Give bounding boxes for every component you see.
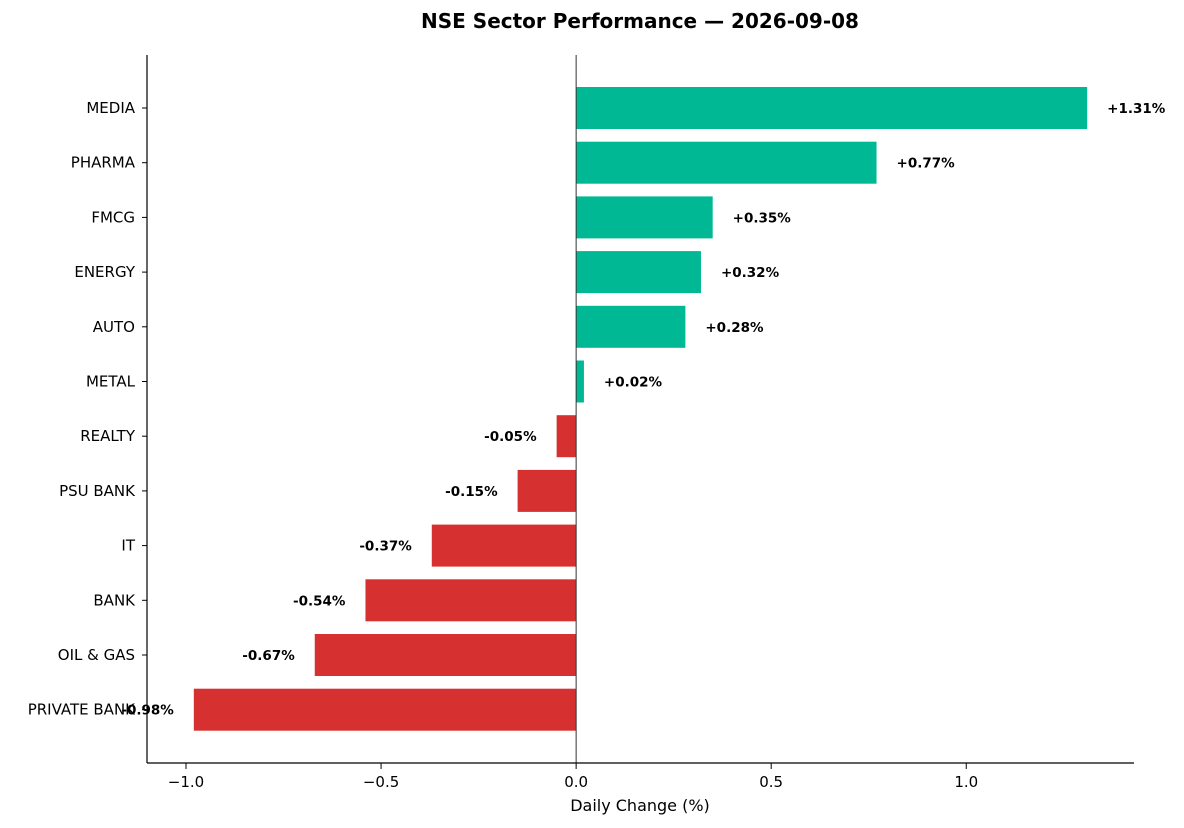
x-tick-label: −0.5 xyxy=(363,773,399,791)
data-label: +0.77% xyxy=(897,156,956,172)
category-label: PRIVATE BANK xyxy=(28,701,136,719)
data-label: +0.28% xyxy=(705,320,764,336)
category-label: FMCG xyxy=(91,208,135,226)
x-tick-label: 0.5 xyxy=(759,773,783,791)
bars-layer xyxy=(193,87,1088,731)
bar-realty xyxy=(556,415,577,458)
bar-fmcg xyxy=(576,196,713,239)
category-label: PHARMA xyxy=(71,154,136,172)
bar-media xyxy=(576,87,1088,129)
category-label: METAL xyxy=(86,373,136,391)
category-label: OIL & GAS xyxy=(58,646,135,664)
bar-pharma xyxy=(576,141,877,184)
bar-energy xyxy=(576,251,701,294)
bar-bank xyxy=(365,579,577,622)
category-label: MEDIA xyxy=(86,99,135,117)
data-label: +0.35% xyxy=(733,210,792,226)
category-label: REALTY xyxy=(80,427,136,445)
bar-psu-bank xyxy=(517,469,577,512)
category-label: AUTO xyxy=(93,318,135,336)
category-label: BANK xyxy=(93,591,136,609)
category-label: IT xyxy=(121,537,135,555)
data-label: +0.02% xyxy=(604,375,663,391)
x-axis-label: Daily Change (%) xyxy=(570,796,710,815)
data-label: -0.37% xyxy=(359,539,412,555)
x-tick-label: −1.0 xyxy=(168,773,204,791)
category-label: ENERGY xyxy=(74,263,135,281)
bar-oil-gas xyxy=(314,634,577,676)
data-label: +1.31% xyxy=(1107,101,1166,117)
data-label: +0.32% xyxy=(721,265,780,281)
bar-it xyxy=(431,524,577,567)
bar-private-bank xyxy=(193,688,577,731)
labels-layer: MEDIA +1.31% PHARMA +0.77% FMCG +0.35% ENERGY +… xyxy=(28,99,1166,791)
data-label: -0.15% xyxy=(445,484,498,500)
data-label: -0.67% xyxy=(242,648,295,664)
axes-layer xyxy=(142,55,1134,769)
x-tick-label: 1.0 xyxy=(954,773,978,791)
data-label: -0.05% xyxy=(484,429,537,445)
category-label: PSU BANK xyxy=(59,482,136,500)
bar-auto xyxy=(576,305,686,348)
chart-title: NSE Sector Performance — 2026-09-08 xyxy=(421,9,859,33)
x-tick-label: 0.0 xyxy=(564,773,588,791)
bar-metal xyxy=(576,360,584,403)
data-label: -0.54% xyxy=(293,593,346,609)
data-label: -0.98% xyxy=(121,703,174,719)
